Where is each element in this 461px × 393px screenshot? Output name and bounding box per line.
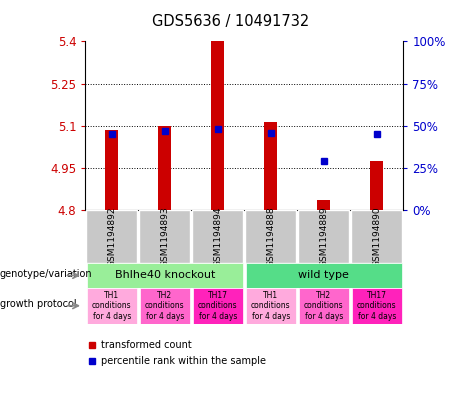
Text: growth protocol: growth protocol (0, 299, 77, 309)
Text: TH1
conditions
for 4 days: TH1 conditions for 4 days (92, 291, 131, 321)
Bar (352, 288, 402, 324)
Text: wild type: wild type (298, 270, 349, 281)
Text: GSM1194889: GSM1194889 (319, 206, 328, 267)
Text: genotype/variation: genotype/variation (0, 268, 93, 279)
Text: TH17
conditions
for 4 days: TH17 conditions for 4 days (357, 291, 396, 321)
Bar (139, 210, 190, 263)
Bar (246, 263, 402, 288)
Text: GSM1194888: GSM1194888 (266, 206, 275, 267)
Bar (140, 288, 190, 324)
Text: GSM1194894: GSM1194894 (213, 207, 222, 267)
Text: TH2
conditions
for 4 days: TH2 conditions for 4 days (145, 291, 184, 321)
Text: Bhlhe40 knockout: Bhlhe40 knockout (115, 270, 215, 281)
Text: transformed count: transformed count (101, 340, 192, 351)
Text: GSM1194892: GSM1194892 (107, 207, 116, 267)
Text: TH2
conditions
for 4 days: TH2 conditions for 4 days (304, 291, 343, 321)
Bar (351, 210, 402, 263)
Text: percentile rank within the sample: percentile rank within the sample (101, 356, 266, 366)
Bar (299, 288, 349, 324)
Bar (86, 210, 137, 263)
Text: GDS5636 / 10491732: GDS5636 / 10491732 (152, 14, 309, 29)
Bar (370, 161, 384, 210)
Text: GSM1194890: GSM1194890 (372, 206, 381, 267)
Bar (87, 263, 243, 288)
Text: TH17
conditions
for 4 days: TH17 conditions for 4 days (198, 291, 237, 321)
Bar (87, 288, 137, 324)
Bar (193, 288, 243, 324)
Text: GSM1194893: GSM1194893 (160, 206, 169, 267)
Bar (105, 130, 118, 210)
Bar (298, 210, 349, 263)
Bar (245, 210, 296, 263)
Bar (246, 288, 296, 324)
Bar (192, 210, 243, 263)
Text: TH1
conditions
for 4 days: TH1 conditions for 4 days (251, 291, 290, 321)
Bar (211, 41, 225, 210)
Bar (317, 200, 331, 210)
Bar (264, 121, 278, 210)
Bar (158, 126, 171, 210)
